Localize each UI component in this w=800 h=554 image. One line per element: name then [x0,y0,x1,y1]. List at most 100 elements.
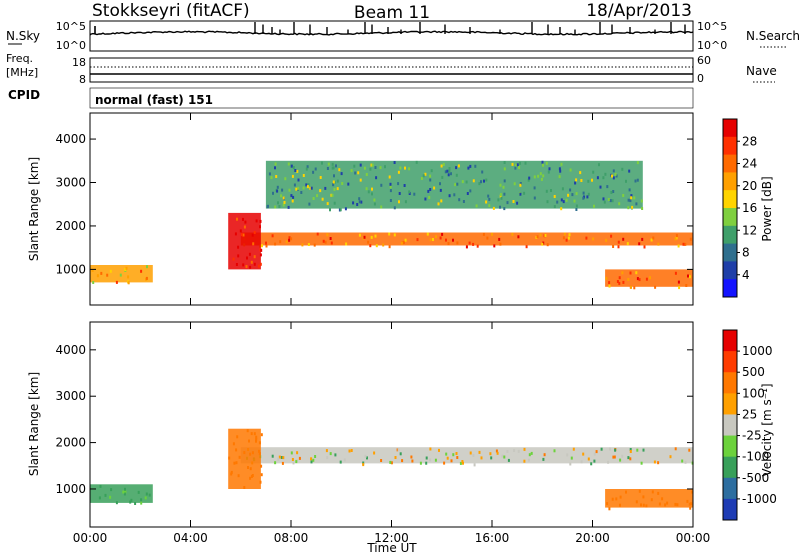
heatmap-cell [232,442,235,446]
heatmap-cell [326,167,329,170]
heatmap-cell [297,178,300,182]
colorbar-swatch [723,372,737,394]
freq-tick-bottom: 8 [79,73,86,86]
date-title: 18/Apr/2013 [586,1,692,21]
heatmap-cell [478,182,481,186]
heatmap-cell [357,171,360,175]
heatmap-cell [130,498,133,502]
heatmap-region [90,484,153,503]
velocity-panel: 1000 2000 3000 4000 00:00 04:00 08:00 12:00 16:… [27,321,711,545]
heatmap-cell [248,439,250,443]
freq-label-line2: [MHz] [6,66,38,79]
heatmap-cell [630,196,633,200]
heatmap-cell [242,263,245,267]
heatmap-cell [540,177,543,181]
heatmap-cell [380,205,383,209]
x-tick-label: 00:00 [676,531,711,545]
heatmap-cell [553,195,556,198]
heatmap-cell [350,169,353,173]
heatmap-cell [607,460,610,464]
heatmap-cell [359,163,362,167]
heatmap-cell [536,235,539,239]
heatmap-cell [145,276,148,280]
x-tick-label: 20:00 [575,531,610,545]
heatmap-cell [443,461,446,465]
beam-title: Beam 11 [354,3,430,23]
heatmap-cell [635,271,638,275]
heatmap-cell [278,455,281,459]
heatmap-cell [437,202,440,206]
heatmap-cell [507,458,510,462]
y-tick-label: 4000 [55,343,86,357]
heatmap-cell [329,208,331,212]
velocity-y-axis: 1000 2000 3000 4000 [55,343,693,496]
heatmap-cell [237,474,240,478]
heatmap-cell [396,448,399,452]
heatmap-cell [606,502,609,506]
heatmap-cell [363,235,366,239]
heatmap-cell [440,199,443,203]
heatmap-cell [573,199,576,203]
heatmap-cell [530,451,533,455]
heatmap-cell [561,187,564,191]
heatmap-cell [546,243,549,247]
heatmap-cell [276,185,279,189]
heatmap-cell [483,179,485,183]
heatmap-cell [277,201,279,205]
heatmap-cell [230,472,233,476]
heatmap-cell [503,167,506,171]
heatmap-cell [232,257,235,261]
heatmap-cell [99,484,102,488]
heatmap-cell [527,458,530,462]
heatmap-cell [641,207,644,210]
velocity-colorbar: Velocity [m s⁻¹] 1000 500 100 25 -25 -100 -500… [722,329,777,521]
heatmap-cell [326,233,329,237]
heatmap-cell [613,455,616,459]
heatmap-cell [636,277,639,281]
heatmap-cell [401,459,404,463]
heatmap-cell [480,180,482,184]
heatmap-cell [481,170,484,174]
heatmap-cell [410,455,413,459]
velocity-y-label: Slant Range [km] [27,372,41,476]
heatmap-cell [627,278,630,281]
heatmap-cell [296,169,299,173]
heatmap-cell [411,459,414,463]
heatmap-cell [633,286,636,290]
y-tick-label: 2000 [55,436,86,450]
heatmap-cell [280,194,283,198]
heatmap-cell [496,451,499,455]
heatmap-cell [250,432,253,436]
heatmap-cell [400,241,403,245]
heatmap-cell [650,238,653,242]
heatmap-cell [547,170,550,174]
heatmap-cell [545,189,548,193]
heatmap-cell [523,447,526,451]
heatmap-cell [541,242,544,246]
heatmap-cell [429,447,432,451]
heatmap-cell [388,175,391,179]
colorbar-swatch [723,435,737,458]
heatmap-cell [634,179,637,183]
heatmap-cell [307,243,310,246]
colorbar-tick-label: -1000 [742,492,777,506]
heatmap-cell [268,172,271,176]
heatmap-cell [657,461,660,465]
nsky-frame [89,20,694,52]
heatmap-cell [678,286,681,290]
heatmap-cell [495,449,498,453]
heatmap-cell [393,161,396,164]
heatmap-cell [611,174,613,178]
heatmap-cell [681,459,684,463]
heatmap-cell [542,457,545,461]
heatmap-cell [331,162,334,166]
heatmap-cell [587,457,590,461]
heatmap-cell [503,179,506,183]
y-tick-label: 3000 [55,389,86,403]
heatmap-cell [397,170,400,174]
heatmap-cell [369,244,372,248]
heatmap-cell [642,495,645,499]
heatmap-cell [350,449,353,452]
heatmap-cell [654,285,657,289]
heatmap-cell [336,179,339,183]
